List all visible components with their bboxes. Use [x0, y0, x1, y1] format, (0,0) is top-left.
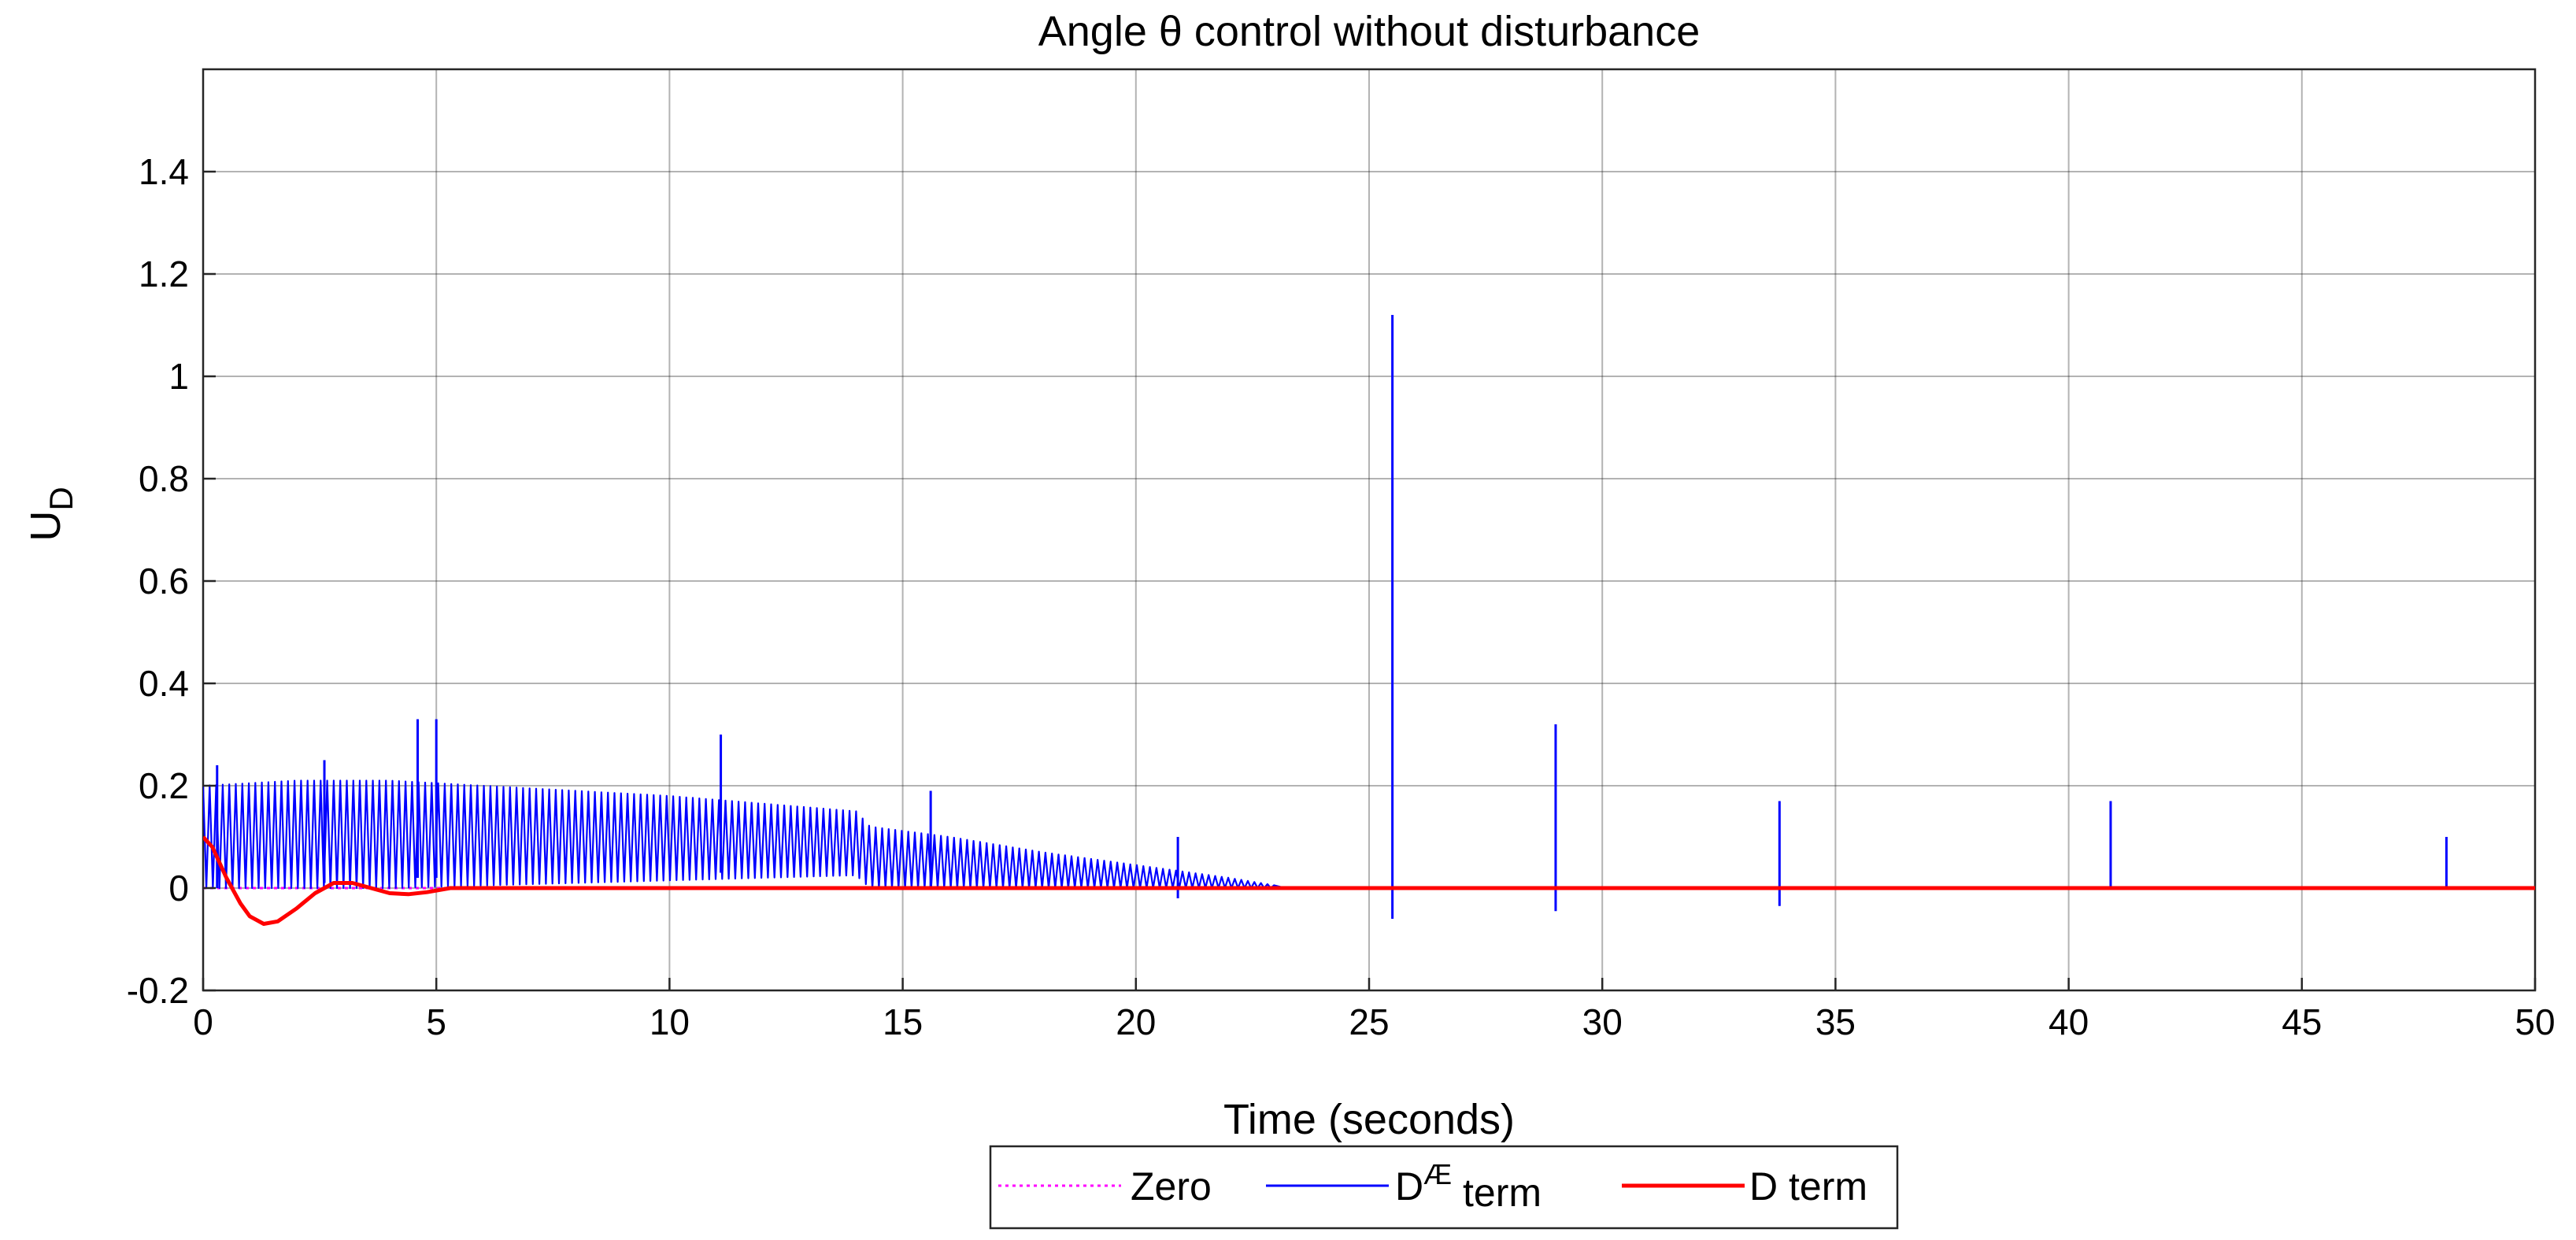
y-tick-label: 0.6 [139, 561, 189, 601]
x-axis-label: Time (seconds) [1223, 1096, 1515, 1143]
legend-label-dae-main: D [1395, 1164, 1423, 1209]
y-tick-label: 0 [168, 868, 189, 909]
series-d-term-line [203, 835, 2535, 926]
y-tick-label: -0.2 [127, 970, 189, 1011]
x-tick-label: 40 [2049, 1001, 2089, 1042]
y-axis-label-main: U [22, 511, 69, 542]
y-tick-label: 1 [168, 356, 189, 397]
y-tick-label: 1.4 [139, 151, 189, 192]
x-tick-label: 50 [2515, 1001, 2555, 1042]
series-layer [203, 315, 2535, 926]
chart-title: Angle θ control without disturbance [1038, 8, 1701, 55]
x-tick-label: 5 [426, 1001, 446, 1042]
x-tick-label: 20 [1116, 1001, 1156, 1042]
y-tick-label: 0.2 [139, 765, 189, 806]
legend-label-dae-term: DÆ term [1395, 1158, 1542, 1215]
y-axis-label: UD [22, 487, 80, 541]
legend-box [989, 1145, 1899, 1230]
x-tick-label: 10 [650, 1001, 690, 1042]
legend-label-d-term: D term [1749, 1164, 1867, 1209]
x-axis-ticks: 0 5 10 15 20 25 30 35 40 45 50 [193, 978, 2556, 1042]
y-axis-label-subscript: D [43, 487, 80, 510]
legend: Zero DÆ term D term [989, 1145, 1899, 1230]
x-tick-label: 25 [1349, 1001, 1389, 1042]
y-tick-label: 1.2 [139, 254, 189, 294]
x-tick-label: 15 [883, 1001, 923, 1042]
x-tick-label: 35 [1815, 1001, 1856, 1042]
x-tick-label: 45 [2282, 1001, 2322, 1042]
legend-label-zero: Zero [1131, 1164, 1212, 1209]
x-tick-label: 30 [1582, 1001, 1623, 1042]
legend-label-dae-after: term [1452, 1171, 1542, 1215]
y-tick-label: 0.8 [139, 458, 189, 499]
y-tick-label: 0.4 [139, 663, 189, 704]
x-tick-label: 0 [193, 1001, 213, 1042]
y-axis-ticks: -0.2 0 0.2 0.4 0.6 0.8 1 1.2 1.4 [127, 151, 216, 1011]
legend-label-dae-sup: Æ [1423, 1158, 1452, 1190]
